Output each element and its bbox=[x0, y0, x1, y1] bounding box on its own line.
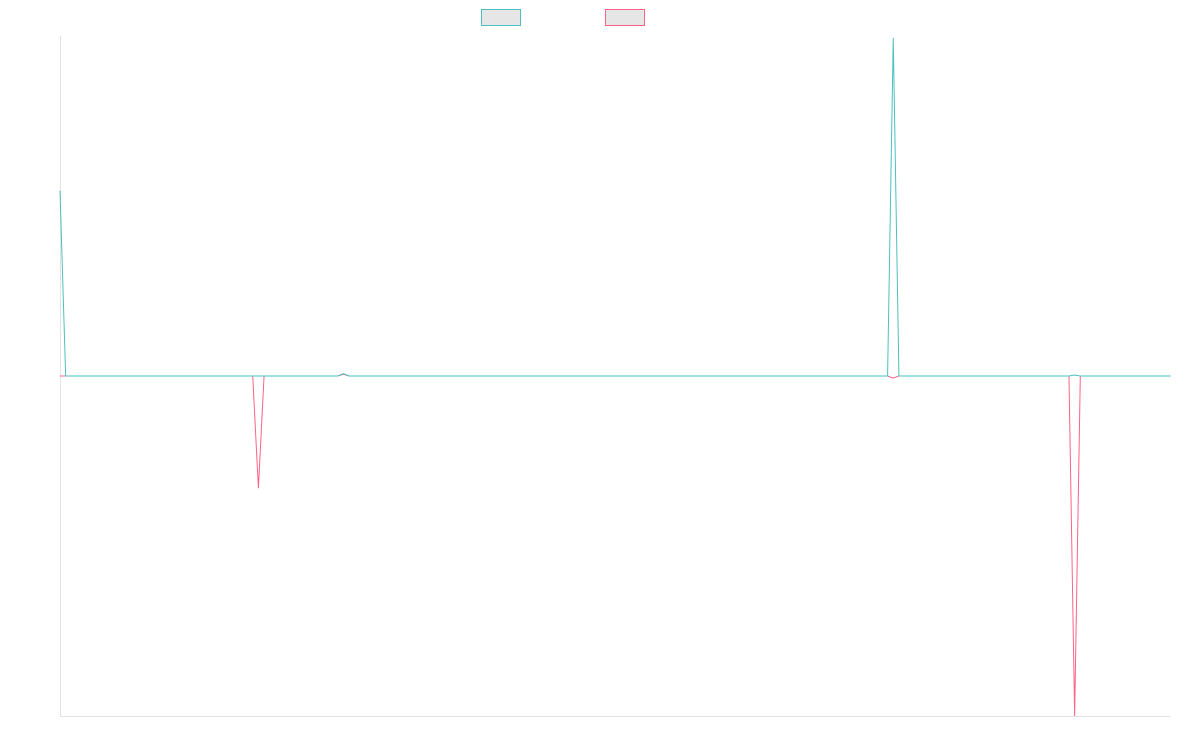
data-point-s1-3 bbox=[892, 37, 894, 39]
series-line-1 bbox=[59, 37, 1171, 377]
data-point-s2-3 bbox=[892, 377, 894, 379]
legend[interactable] bbox=[481, 9, 645, 26]
data-point-s1-2 bbox=[343, 373, 345, 375]
data-point-s2-4 bbox=[1074, 715, 1076, 717]
legend-swatch-2[interactable] bbox=[605, 9, 645, 26]
data-point-s1-4 bbox=[1074, 374, 1076, 376]
data-point-s2-1 bbox=[258, 487, 260, 489]
data-point-s1-1 bbox=[59, 190, 61, 192]
legend-swatch-1[interactable] bbox=[481, 9, 521, 26]
series-line-2 bbox=[60, 373, 1171, 717]
series-layer bbox=[59, 37, 1171, 717]
